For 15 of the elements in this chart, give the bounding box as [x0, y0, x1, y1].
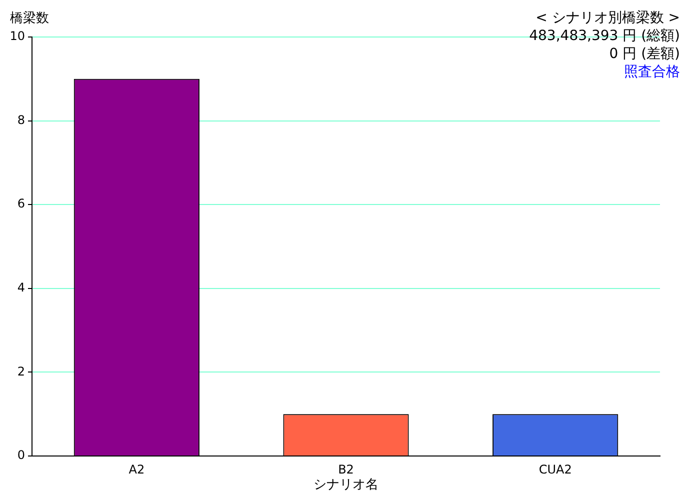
y-tick-label: 6 [17, 196, 25, 211]
x-axis-title: シナリオ名 [314, 478, 378, 493]
annotation: 照査合格 [623, 63, 680, 81]
chart-title: < シナリオ別橋梁数 > [534, 9, 680, 27]
y-axis-title: 橋梁数 [10, 10, 49, 27]
y-tick-label: 2 [17, 364, 25, 378]
y-tick-label: 10 [10, 29, 25, 44]
x-tick-label: B2 [338, 462, 354, 476]
annotation: 0 円 (差額) [608, 45, 680, 63]
annotation: 483,483,393 円 (総額) [529, 27, 680, 45]
y-tick-label: 0 [17, 448, 25, 462]
y-tick-label: 8 [17, 112, 25, 127]
x-tick-label: CUA2 [538, 462, 572, 476]
x-tick-label: A2 [128, 462, 145, 476]
y-tick-label: 4 [17, 280, 25, 295]
